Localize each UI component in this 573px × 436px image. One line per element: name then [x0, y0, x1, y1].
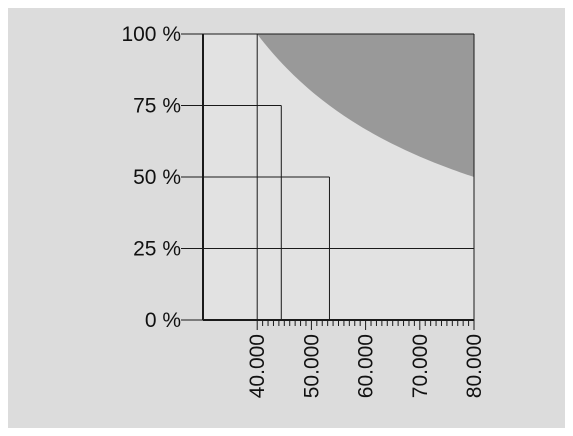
y-tick-label: 0 % [145, 309, 181, 332]
y-tick-label: 100 % [121, 23, 181, 46]
x-tick-label: 40.000 [246, 334, 269, 398]
x-tick-label: 60.000 [355, 334, 378, 398]
chart-figure: 0 % 25 % 50 % 75 % 100 % 40.000 50.000 60.000 7… [8, 8, 565, 428]
filled-region [257, 34, 474, 177]
x-tick-label: 50.000 [300, 334, 323, 398]
x-tick-label: 80.000 [463, 334, 486, 398]
chart-svg: 0 % 25 % 50 % 75 % 100 % 40.000 50.000 60.000 7… [121, 23, 486, 398]
y-tick-label: 50 % [133, 166, 181, 189]
y-tick-label: 75 % [133, 95, 181, 118]
y-tick-label: 25 % [133, 238, 181, 261]
x-tick-label: 70.000 [409, 334, 432, 398]
